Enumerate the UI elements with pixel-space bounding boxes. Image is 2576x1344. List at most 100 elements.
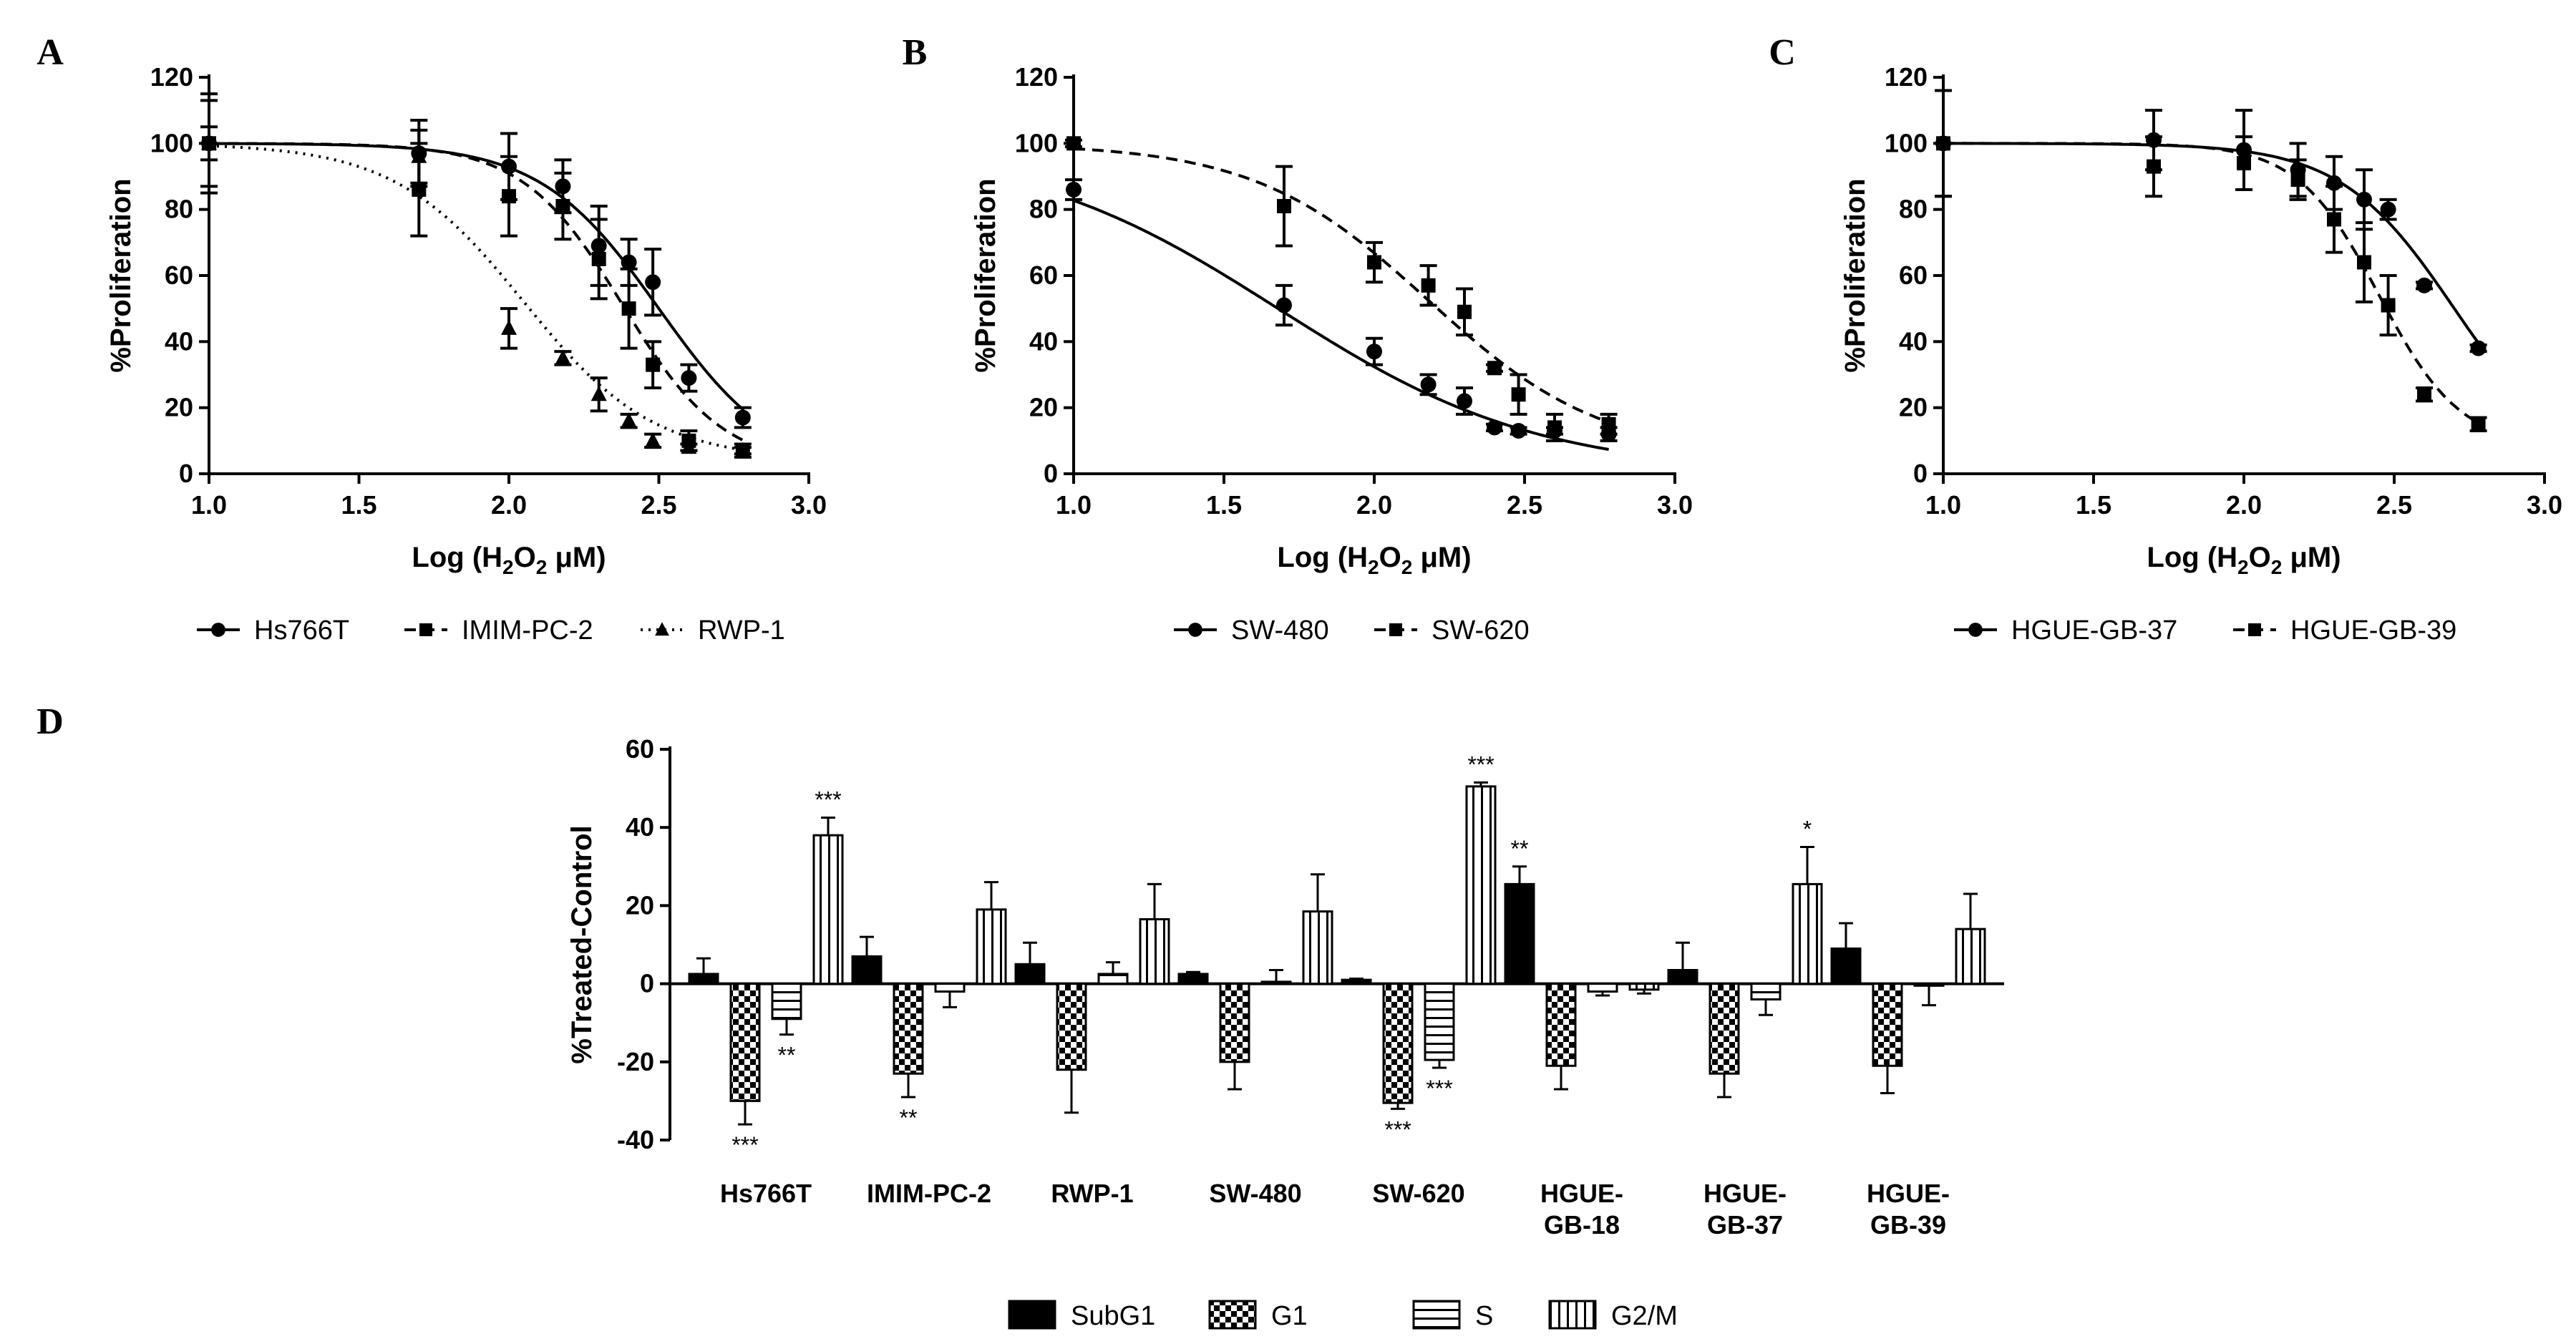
y-tick-label: 100 — [150, 128, 193, 157]
panel-c: C 0 20 40 60 80 100 120 1.0 1.5 2.0 2.5 3.0 %Prolifer… — [1769, 32, 2562, 646]
panel-label: A — [37, 32, 64, 73]
x-tick-label: 2.0 — [491, 490, 527, 520]
data-point — [2357, 255, 2371, 270]
data-point — [734, 442, 751, 457]
significance-label: *** — [1426, 1076, 1452, 1101]
category-label: Hs766T — [720, 1179, 812, 1208]
y-tick-label: 120 — [1015, 62, 1058, 92]
x-axis-title-part: 2 — [502, 556, 514, 578]
panel-b: B 0 20 40 60 80 100 120 1.0 1.5 2.0 2.5 3.0 %Prolifer… — [903, 32, 1693, 646]
legend-item: G2/M — [1548, 1300, 1678, 1331]
x-tick-label: 3.0 — [791, 490, 827, 520]
legend-marker — [419, 623, 432, 636]
data-point — [1511, 387, 1526, 402]
x-axis-title: Log (H2O2 μM) — [2147, 542, 2341, 578]
bar-s — [1424, 983, 1455, 1061]
y-tick-label: 60 — [1029, 260, 1058, 290]
series-rwp-1 — [200, 125, 752, 457]
fit-curve — [1943, 142, 2480, 344]
legend-label: G1 — [1271, 1301, 1308, 1331]
data-point — [201, 135, 217, 150]
data-point — [1936, 136, 1950, 151]
category-label-line: GB-18 — [1544, 1210, 1620, 1240]
data-point — [1601, 417, 1616, 432]
legend-item: Hs766T — [197, 615, 349, 646]
bar-g1 — [1219, 983, 1250, 1063]
fit-curve — [209, 142, 744, 442]
category-label-line: RWP-1 — [1051, 1179, 1133, 1208]
x-axis-title-part: Log (H — [1277, 542, 1368, 573]
data-point — [555, 199, 570, 214]
bar-g2m — [1955, 927, 1986, 985]
data-point — [2327, 212, 2341, 227]
category-label: HGUE-GB-37 — [1703, 1179, 1787, 1240]
significance-label: ** — [778, 1043, 796, 1068]
x-axis-title-part: 2 — [536, 556, 548, 578]
data-point — [1487, 361, 1502, 376]
legend-label: HGUE-GB-37 — [2011, 615, 2177, 646]
bar-s — [1587, 983, 1618, 993]
y-axis-title: %Proliferation — [1839, 178, 1871, 372]
bar-subg1 — [1504, 882, 1535, 985]
legend-item: G1 — [1208, 1300, 1308, 1331]
data-point — [2237, 156, 2251, 171]
significance-label: * — [1803, 817, 1812, 842]
legend-marker — [2248, 623, 2261, 636]
data-point — [1066, 136, 1081, 151]
x-axis-title-part: 2 — [1401, 556, 1413, 578]
x-tick-label: 1.5 — [341, 490, 376, 520]
x-tick-label: 1.5 — [1206, 490, 1242, 520]
x-axis-title-part: Log (H — [2147, 542, 2237, 573]
data-point — [2380, 201, 2396, 218]
legend-label: HGUE-GB-39 — [2290, 615, 2456, 646]
x-tick-label: 1.5 — [2076, 490, 2111, 520]
legend-item: RWP-1 — [641, 615, 785, 646]
data-point — [591, 251, 606, 266]
legend-label: SubG1 — [1071, 1301, 1155, 1331]
y-tick-label: 60 — [626, 734, 654, 764]
y-axis-title: %Treated-Control — [566, 825, 598, 1063]
panel-label: B — [903, 32, 928, 73]
data-point — [1367, 255, 1381, 270]
bar-g2m — [812, 834, 844, 985]
data-point — [1487, 419, 1502, 436]
data-point — [590, 386, 607, 401]
x-tick-label: 3.0 — [1657, 490, 1693, 520]
category-label: SW-480 — [1209, 1179, 1301, 1208]
data-point — [2356, 191, 2372, 208]
data-point — [2290, 172, 2305, 188]
bar-subg1 — [1341, 978, 1372, 985]
x-axis-title-part: μM) — [1412, 542, 1471, 573]
category-label: HGUE-GB-39 — [1867, 1179, 1950, 1240]
category-label-line: HGUE- — [1703, 1179, 1787, 1208]
bar-g1 — [1709, 983, 1740, 1075]
x-axis-title-part: μM) — [547, 542, 606, 573]
fit-curve — [209, 142, 744, 411]
x-axis-title-part: Log (H — [412, 542, 502, 573]
data-point — [621, 301, 636, 316]
panel-label: D — [37, 701, 64, 742]
legend-swatch — [1548, 1300, 1597, 1330]
bar-g2m — [1792, 882, 1823, 985]
panel-label: C — [1769, 32, 1796, 73]
y-tick-label: 40 — [165, 326, 193, 356]
series-hs766t — [200, 92, 752, 429]
y-tick-label: 0 — [1044, 459, 1058, 488]
legend-marker — [211, 623, 225, 637]
bar-g1 — [1872, 983, 1903, 1067]
y-tick-label: 100 — [1015, 128, 1058, 157]
bar-subg1 — [1014, 963, 1046, 985]
legend-swatch — [1412, 1300, 1461, 1330]
legend-label: IMIM-PC-2 — [462, 615, 593, 646]
bar-g1 — [1382, 983, 1414, 1104]
category-label-line: HGUE- — [1540, 1179, 1623, 1208]
data-point — [1421, 278, 1436, 293]
category-label-line: IMIM-PC-2 — [867, 1179, 991, 1208]
x-axis-title: Log (H2O2 μM) — [412, 542, 606, 578]
data-point — [645, 432, 661, 447]
x-axis-title-part: μM) — [2282, 542, 2341, 573]
legend-marker — [1968, 623, 1983, 637]
bar-subg1 — [1830, 947, 1862, 985]
category-label: HGUE-GB-18 — [1540, 1179, 1623, 1240]
